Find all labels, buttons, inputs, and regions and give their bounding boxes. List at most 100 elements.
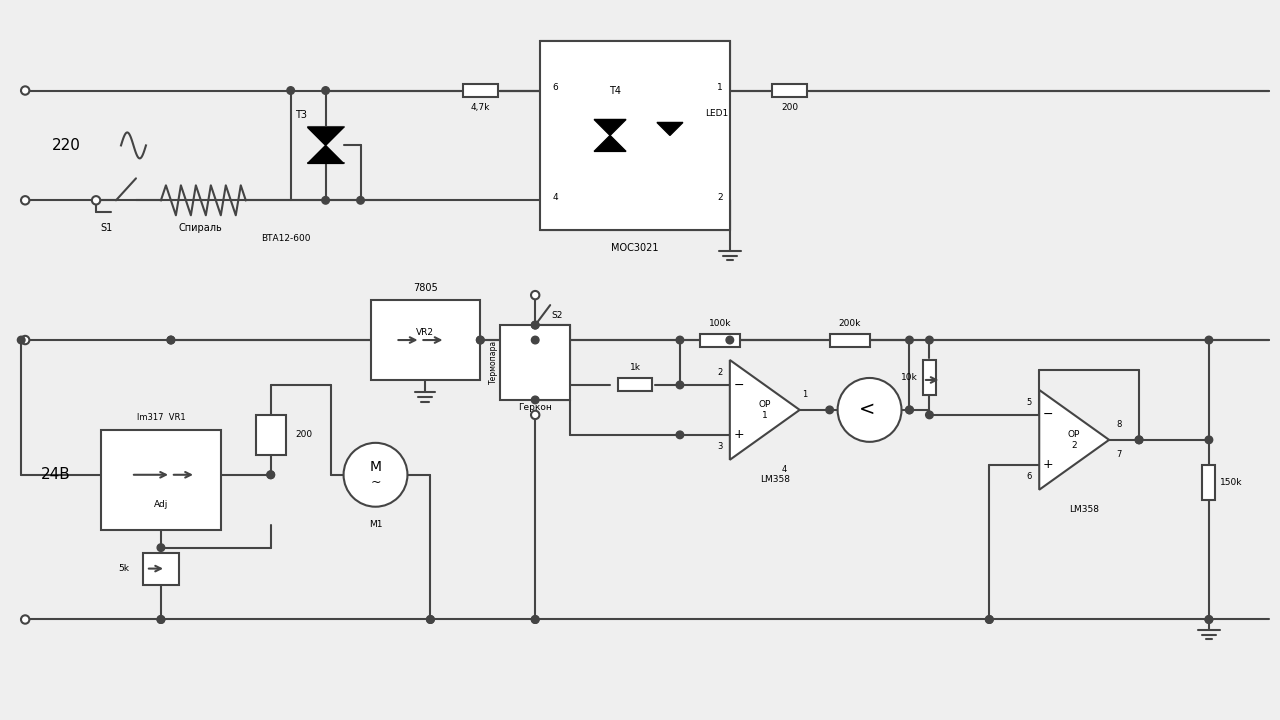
Text: 1: 1	[717, 83, 723, 92]
Circle shape	[531, 321, 539, 329]
Circle shape	[986, 616, 993, 624]
Text: 7: 7	[1116, 450, 1121, 459]
Circle shape	[20, 336, 29, 344]
Text: Термопара: Термопара	[489, 340, 498, 384]
Text: 150k: 150k	[1220, 478, 1243, 487]
Circle shape	[20, 196, 29, 204]
Circle shape	[157, 544, 165, 552]
Circle shape	[906, 406, 913, 414]
Text: 4,7k: 4,7k	[471, 103, 490, 112]
Text: 2: 2	[717, 369, 722, 377]
Circle shape	[157, 616, 165, 624]
Text: LM358: LM358	[1069, 505, 1100, 514]
Polygon shape	[307, 145, 343, 163]
Circle shape	[1204, 336, 1212, 344]
Text: 10k: 10k	[901, 373, 918, 382]
Circle shape	[906, 406, 913, 414]
Text: T3: T3	[294, 110, 307, 120]
Circle shape	[925, 411, 933, 419]
Polygon shape	[594, 120, 626, 135]
Circle shape	[168, 336, 174, 344]
Circle shape	[343, 443, 407, 507]
Text: 24В: 24В	[41, 467, 70, 482]
Text: 1k: 1k	[630, 364, 640, 372]
Text: S1: S1	[100, 223, 113, 233]
Circle shape	[1135, 436, 1143, 444]
Circle shape	[906, 336, 913, 344]
Bar	[500, 325, 570, 400]
Text: Спираль: Спираль	[179, 223, 223, 233]
Circle shape	[676, 336, 684, 344]
Bar	[463, 84, 498, 97]
Circle shape	[837, 378, 901, 442]
Circle shape	[1204, 616, 1212, 624]
Text: VR2: VR2	[416, 328, 434, 336]
Text: Геркон: Геркон	[518, 403, 552, 413]
Text: 200: 200	[781, 103, 799, 112]
Circle shape	[531, 396, 539, 404]
Text: −: −	[733, 379, 744, 392]
Polygon shape	[594, 135, 626, 151]
Text: OP
2: OP 2	[1068, 430, 1080, 449]
Text: 4: 4	[782, 465, 787, 474]
Text: 4: 4	[553, 193, 558, 202]
Text: 100k: 100k	[709, 318, 731, 328]
Bar	[772, 84, 808, 97]
Circle shape	[925, 336, 933, 344]
Text: Adj: Adj	[154, 500, 168, 509]
Text: LED1: LED1	[705, 109, 728, 118]
Text: 6: 6	[552, 83, 558, 92]
Polygon shape	[307, 127, 343, 145]
Circle shape	[531, 291, 539, 300]
Circle shape	[92, 196, 100, 204]
Circle shape	[531, 616, 539, 624]
Text: 8: 8	[1116, 420, 1121, 429]
Bar	[1202, 465, 1216, 500]
Text: 7805: 7805	[413, 283, 438, 293]
Circle shape	[20, 616, 29, 624]
Circle shape	[287, 86, 294, 94]
Text: 5k: 5k	[118, 564, 129, 573]
Circle shape	[1204, 616, 1212, 624]
Text: 200k: 200k	[838, 318, 860, 328]
Bar	[829, 333, 869, 346]
Bar	[540, 40, 730, 230]
Polygon shape	[1039, 390, 1108, 490]
Bar	[923, 360, 936, 395]
Text: −: −	[1043, 408, 1053, 421]
Circle shape	[826, 406, 833, 414]
Bar	[101, 430, 221, 530]
Circle shape	[321, 86, 329, 94]
Circle shape	[18, 336, 26, 344]
Circle shape	[357, 197, 365, 204]
Circle shape	[531, 616, 539, 624]
Text: 6: 6	[1027, 472, 1032, 481]
Polygon shape	[657, 122, 684, 135]
Bar	[143, 553, 179, 585]
Text: LM358: LM358	[760, 475, 790, 485]
Circle shape	[676, 381, 684, 389]
Polygon shape	[730, 360, 800, 460]
Circle shape	[986, 616, 993, 624]
Circle shape	[531, 336, 539, 344]
Circle shape	[531, 321, 539, 329]
Text: +: +	[733, 428, 744, 441]
Text: ~: ~	[370, 476, 380, 490]
Circle shape	[1204, 436, 1212, 444]
Circle shape	[726, 336, 733, 344]
Text: lm317  VR1: lm317 VR1	[137, 413, 186, 423]
Circle shape	[476, 336, 484, 344]
Circle shape	[426, 616, 434, 624]
Circle shape	[268, 471, 274, 479]
Bar	[700, 333, 740, 346]
Circle shape	[426, 616, 434, 624]
Text: M1: M1	[369, 520, 383, 529]
Bar	[617, 379, 653, 392]
Circle shape	[20, 86, 29, 95]
Circle shape	[676, 431, 684, 438]
Text: +: +	[1043, 459, 1053, 472]
Circle shape	[476, 336, 484, 344]
Circle shape	[268, 471, 274, 479]
Text: S2: S2	[552, 310, 563, 320]
Text: T4: T4	[609, 86, 621, 96]
